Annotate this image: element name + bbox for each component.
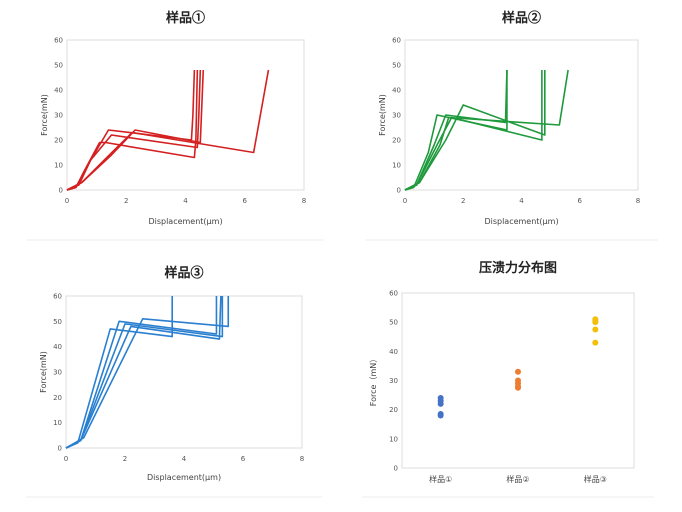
y-tick-label: 40 <box>389 348 398 356</box>
y-tick-label: 20 <box>392 137 401 145</box>
data-point <box>437 400 444 407</box>
y-axis-label: Force(mN) <box>378 94 387 136</box>
y-tick-label: 20 <box>53 394 62 402</box>
y-tick-label: 50 <box>392 62 401 70</box>
x-tick-label: 4 <box>519 197 524 205</box>
x-tick-label: 6 <box>243 197 248 205</box>
y-tick-label: 60 <box>389 290 398 298</box>
y-tick-label: 40 <box>53 343 62 351</box>
x-tick-label: 2 <box>124 197 128 205</box>
curve-5 <box>65 295 222 449</box>
category-label: 样品③ <box>584 474 607 484</box>
x-tick-label: 6 <box>241 455 246 463</box>
plot-area <box>65 295 303 449</box>
y-tick-label: 0 <box>397 187 401 195</box>
y-tick-label: 50 <box>53 318 62 326</box>
x-tick-label: 4 <box>182 455 187 463</box>
x-tick-label: 0 <box>65 197 69 205</box>
y-tick-label: 30 <box>392 112 401 120</box>
y-tick-label: 60 <box>54 37 63 45</box>
y-tick-label: 20 <box>389 406 398 414</box>
y-tick-label: 0 <box>394 465 398 473</box>
x-axis-label: Displacement(μm) <box>147 473 221 482</box>
data-point <box>592 326 599 333</box>
y-tick-label: 30 <box>389 377 398 385</box>
x-tick-label: 4 <box>183 197 188 205</box>
x-axis-label: Displacement(μm) <box>148 217 222 226</box>
curve-5 <box>66 69 270 191</box>
x-axis-label: Displacement(μm) <box>484 217 558 226</box>
plot-area <box>404 39 639 191</box>
y-tick-label: 0 <box>58 445 62 453</box>
x-tick-label: 2 <box>461 197 465 205</box>
data-point <box>437 412 444 419</box>
curve-3 <box>66 69 202 191</box>
x-tick-label: 0 <box>64 455 68 463</box>
curve-1 <box>66 69 199 191</box>
y-tick-label: 50 <box>54 62 63 70</box>
x-tick-label: 0 <box>403 197 407 205</box>
plot-area <box>66 39 305 191</box>
curve-2 <box>66 69 196 191</box>
y-tick-label: 10 <box>54 162 63 170</box>
data-point <box>592 339 599 346</box>
y-tick-label: 60 <box>392 37 401 45</box>
y-tick-label: 0 <box>59 187 63 195</box>
plot-area <box>401 292 635 469</box>
data-point <box>515 384 521 391</box>
data-point <box>515 368 521 375</box>
data-point <box>592 319 599 326</box>
curve-5 <box>404 69 569 191</box>
y-tick-label: 40 <box>392 87 401 95</box>
category-label: 样品② <box>506 474 529 484</box>
curve-4 <box>66 69 205 191</box>
category-label: 样品① <box>429 474 452 484</box>
y-tick-label: 40 <box>54 87 63 95</box>
chart-title: 压溃力分布图 <box>479 260 557 276</box>
x-tick-label: 8 <box>302 197 306 205</box>
x-tick-label: 6 <box>578 197 583 205</box>
curve-2 <box>65 296 218 449</box>
y-tick-label: 50 <box>389 319 398 327</box>
y-tick-label: 30 <box>53 369 62 377</box>
chart-title: 样品③ <box>164 265 203 281</box>
x-tick-label: 8 <box>300 455 304 463</box>
y-axis-label: Force(mN) <box>40 94 49 136</box>
y-axis-label: Force(mN) <box>39 351 48 393</box>
y-tick-label: 30 <box>54 112 63 120</box>
y-tick-label: 10 <box>389 435 398 443</box>
y-axis-label: Force（mN） <box>369 355 378 406</box>
x-tick-label: 8 <box>636 197 640 205</box>
chart-title: 样品① <box>166 10 205 26</box>
y-tick-label: 60 <box>53 293 62 301</box>
y-tick-label: 20 <box>54 137 63 145</box>
curve-1 <box>404 70 508 191</box>
chart-title: 样品② <box>502 10 541 26</box>
x-tick-label: 2 <box>123 455 127 463</box>
curve-1 <box>65 296 173 449</box>
y-tick-label: 10 <box>392 162 401 170</box>
y-tick-label: 10 <box>53 419 62 427</box>
curve-4 <box>65 296 230 449</box>
